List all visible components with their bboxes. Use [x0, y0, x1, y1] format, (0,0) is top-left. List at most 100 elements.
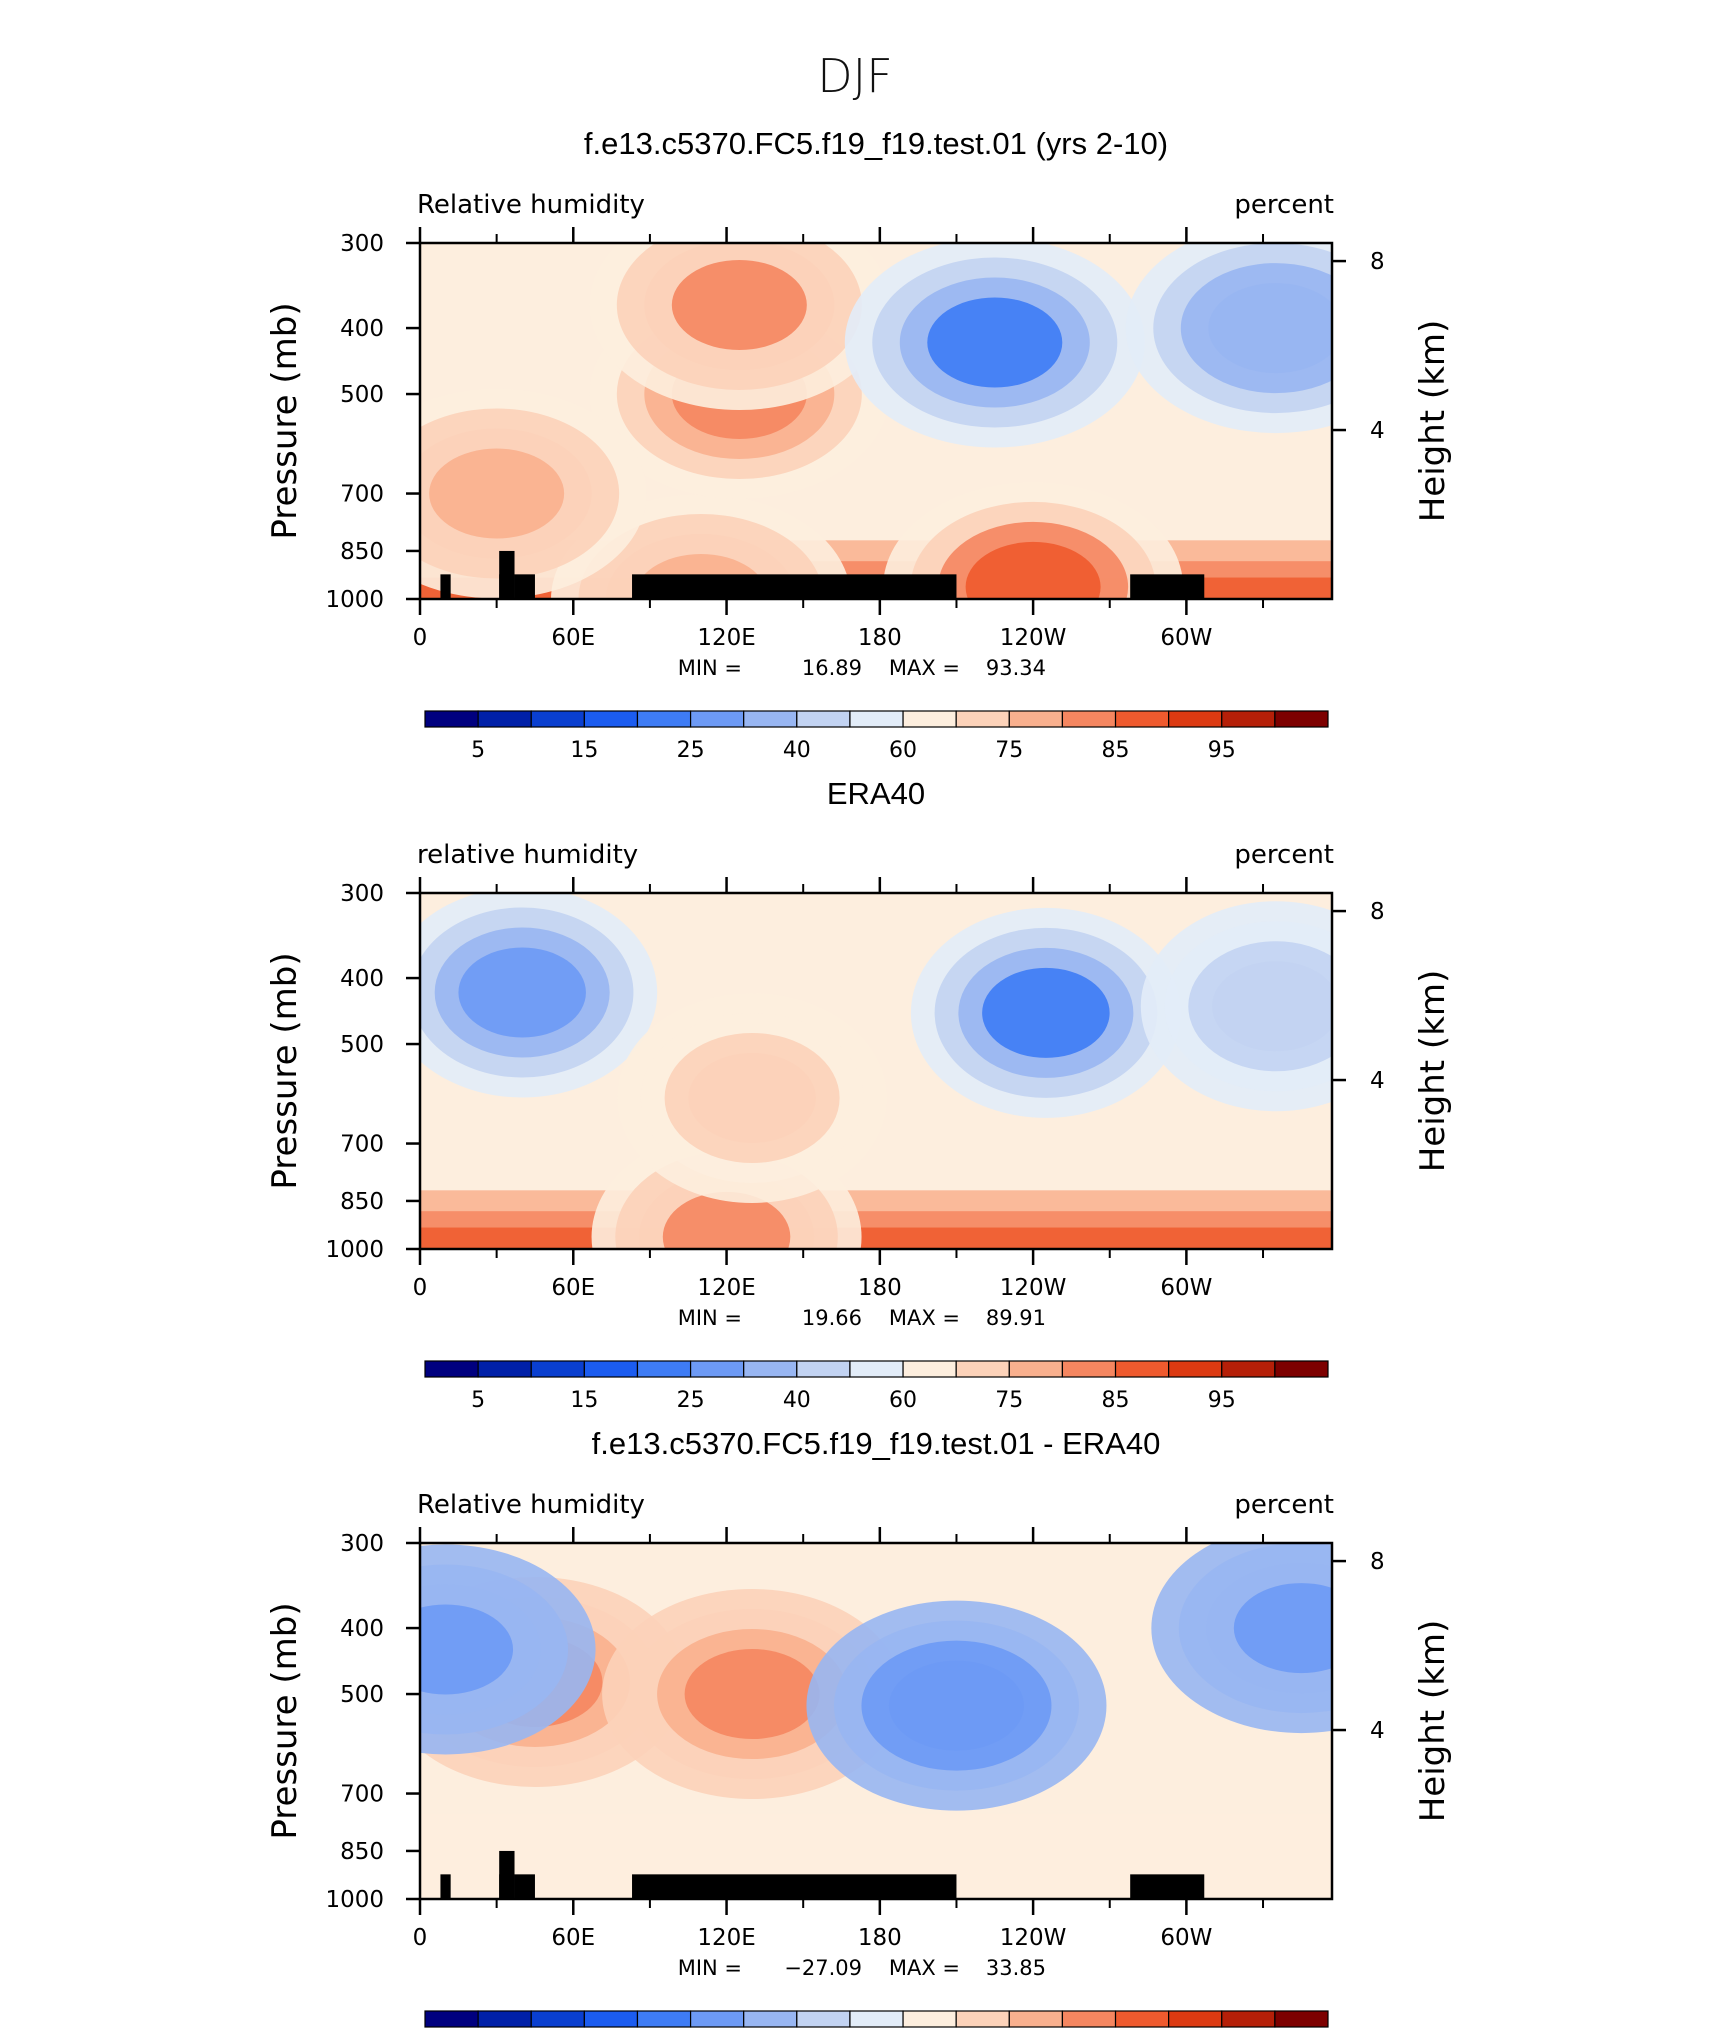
contour-blob [1208, 283, 1332, 374]
colorbar-swatch [849, 2010, 904, 2028]
contour-blob [888, 1660, 1024, 1751]
y-axis-label: Pressure (mb) [265, 302, 305, 539]
contour-blob [1233, 1583, 1332, 1674]
max-value: 33.85 [986, 1956, 1046, 1980]
colorbar-swatch [743, 1360, 798, 1378]
colorbar-label: 60 [889, 738, 917, 763]
panel-2: ERA40 relative humidity percent 0 60E 120E 180… [265, 776, 1453, 1413]
max-label: MAX = [889, 1956, 960, 1980]
min-label: MIN = [678, 656, 742, 680]
y-tick-label: 500 [340, 1682, 384, 1708]
max-value: 89.91 [986, 1306, 1046, 1330]
contour-field [420, 243, 1332, 599]
contour-blob [420, 1604, 514, 1695]
plot-frame [418, 891, 1334, 1251]
colorbar-swatch [1221, 710, 1276, 728]
colorbar-swatch [424, 2010, 479, 2028]
colorbar-swatch [1008, 2010, 1064, 2028]
contour-blob [671, 260, 807, 351]
colorbar-swatch [583, 1360, 639, 1378]
x-tick-label: 60W [1160, 1925, 1212, 1951]
colorbar-swatch [1061, 2010, 1117, 2028]
colorbar-label: 15 [570, 738, 598, 763]
topography [514, 574, 535, 599]
colorbar-swatch [477, 710, 532, 728]
colorbar-swatch [1168, 2010, 1223, 2028]
colorbar-swatch [477, 1360, 532, 1378]
colorbar-swatch [636, 1360, 692, 1378]
topography-peak [499, 1850, 515, 1899]
colorbar-label: 40 [783, 1388, 811, 1413]
colorbar-swatch [477, 2010, 532, 2028]
x-tick-label: 120E [697, 1925, 755, 1951]
y-tick-label: 700 [340, 1782, 384, 1808]
height-tick-label: 4 [1370, 418, 1385, 444]
colorbar-swatch [583, 2010, 639, 2028]
contour-blob [458, 947, 586, 1038]
contour-blob [688, 1052, 816, 1143]
contour-blob [1212, 961, 1332, 1052]
colorbar-swatch [902, 2010, 957, 2028]
y-tick-label: 850 [340, 539, 384, 565]
colorbar-label: 40 [783, 738, 811, 763]
x-tick-label: 60E [551, 1925, 595, 1951]
colorbar-swatch [902, 710, 957, 728]
colorbar-label: 60 [889, 1388, 917, 1413]
colorbar-label: 95 [1208, 738, 1236, 763]
height-tick-label: 8 [1370, 1549, 1385, 1575]
colorbar-swatch [530, 1360, 585, 1378]
colorbar-swatch [424, 1360, 479, 1378]
topography [440, 574, 451, 599]
y-tick-label: 700 [340, 1132, 384, 1158]
min-value: −27.09 [784, 1956, 862, 1980]
min-value: 19.66 [802, 1306, 862, 1330]
y-tick-label: 300 [340, 1531, 384, 1557]
colorbar-label: 75 [995, 1388, 1023, 1413]
colorbar-swatch [1221, 1360, 1276, 1378]
y-axis-label-right: Height (km) [1413, 970, 1453, 1173]
colorbar-label: 75 [995, 738, 1023, 763]
x-tick-label: 60W [1160, 1275, 1212, 1301]
max-label: MAX = [889, 656, 960, 680]
y-tick-label: 700 [340, 482, 384, 508]
contour-blob [982, 967, 1110, 1058]
colorbar-swatch [955, 2010, 1010, 2028]
contour-blob [662, 1191, 791, 1249]
x-tick-label: 0 [413, 1925, 428, 1951]
colorbar-swatch [1008, 710, 1064, 728]
contour-blob [927, 297, 1063, 388]
x-tick-label: 180 [858, 1275, 902, 1301]
colorbar-swatch [849, 1360, 904, 1378]
contour-field [420, 893, 1332, 1249]
x-tick-label: 60W [1160, 625, 1212, 651]
colorbar-swatch [689, 2010, 745, 2028]
colorbar-swatch [1114, 2010, 1170, 2028]
colorbar-label: 95 [1208, 1388, 1236, 1413]
x-tick-label: 0 [413, 1275, 428, 1301]
colorbar-swatch [689, 1360, 745, 1378]
panel-title: f.e13.c5370.FC5.f19_f19.test.01 (yrs 2-1… [584, 126, 1168, 161]
max-label: MAX = [889, 1306, 960, 1330]
x-tick-label: 0 [413, 625, 428, 651]
colorbar-swatch [1221, 2010, 1276, 2028]
y-tick-label: 1000 [325, 1237, 384, 1263]
units-label: percent [1234, 1490, 1334, 1520]
height-tick-label: 8 [1370, 249, 1385, 275]
colorbar-swatch [902, 1360, 957, 1378]
variable-label: relative humidity [417, 840, 638, 870]
plot-frame [418, 241, 1334, 601]
colorbar-swatch [743, 2010, 798, 2028]
colorbar: −50−40−30−20−15−10−505101520304050 [424, 2010, 1329, 2028]
colorbar-swatch [1274, 710, 1329, 728]
panel-title: f.e13.c5370.FC5.f19_f19.test.01 - ERA40 [592, 1426, 1161, 1461]
x-tick-label: 60E [551, 625, 595, 651]
y-tick-label: 850 [340, 1189, 384, 1215]
x-tick-label: 120W [1000, 1925, 1067, 1951]
colorbar-swatch [636, 2010, 692, 2028]
x-tick-label: 120E [697, 625, 755, 651]
x-tick-label: 180 [858, 625, 902, 651]
colorbar-swatch [1274, 1360, 1329, 1378]
colorbar: 5 15 25 40 60 75 85 95 [424, 710, 1329, 763]
y-tick-label: 300 [340, 231, 384, 257]
colorbar-swatch [530, 2010, 585, 2028]
